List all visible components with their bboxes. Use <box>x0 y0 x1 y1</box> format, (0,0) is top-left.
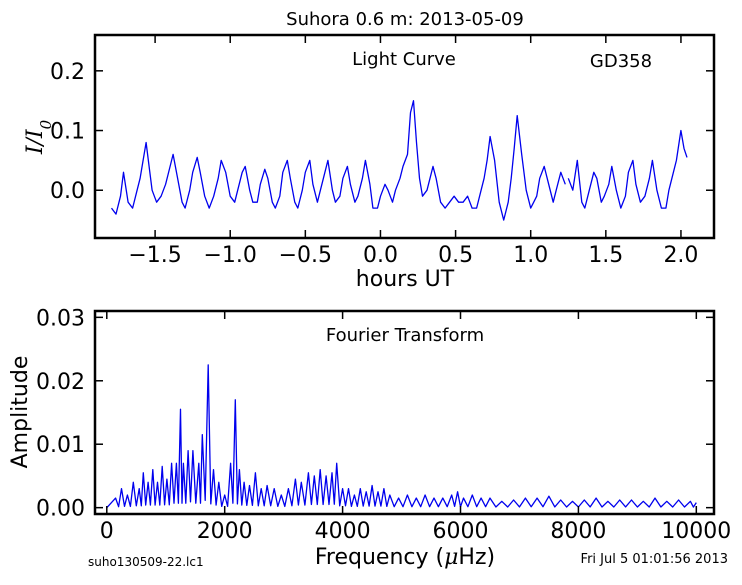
fourier-title: Fourier Transform <box>326 325 484 346</box>
plot-frame <box>93 309 716 516</box>
light-curve-x-axis-label: hours UT <box>356 267 455 292</box>
x-tick-label: 1.5 <box>588 243 623 268</box>
footer-file-name: suho130509-22.lc1 <box>88 555 204 569</box>
x-tick-label: 8000 <box>550 519 606 544</box>
x-tick-label: 2000 <box>197 519 253 544</box>
x-tick-label: 6000 <box>433 519 489 544</box>
x-tick-label: 4000 <box>315 519 371 544</box>
y-tick-label: 0.2 <box>50 60 85 85</box>
series-line <box>110 100 566 221</box>
x-tick-label: 1.0 <box>513 243 548 268</box>
figure-title: Suhora 0.6 m: 2013-05-09 <box>286 9 524 30</box>
x-tick-label: −0.5 <box>279 243 332 268</box>
series-line <box>106 364 697 509</box>
x-tick-label: 0 <box>100 519 114 544</box>
plot-frame <box>93 33 716 240</box>
footer-timestamp: Fri Jul 5 01:01:56 2013 <box>581 552 728 567</box>
y-tick-label: 0.01 <box>36 433 85 458</box>
light-curve-title: Light Curve <box>352 49 456 70</box>
y-tick-label: 0.03 <box>36 306 85 331</box>
light-curve-panel: Light Curve GD358 hours UT I/I0 −1.5 −1.0… <box>23 33 716 292</box>
x-tick-label: 0.5 <box>438 243 473 268</box>
fourier-x-axis-label: Frequency (μHz) <box>315 545 495 570</box>
x-tick-label: 2.0 <box>663 243 698 268</box>
y-tick-label: 0.02 <box>36 370 85 395</box>
star-name-annotation: GD358 <box>590 51 652 72</box>
y-tick-label: 0.00 <box>36 497 85 522</box>
y-tick-label: 0.1 <box>50 120 85 145</box>
series-line <box>567 129 688 209</box>
x-tick-label: 10000 <box>661 519 731 544</box>
x-tick-label: −1.5 <box>128 243 181 268</box>
y-tick-label: 0.0 <box>50 179 85 204</box>
fourier-y-axis-label: Amplitude <box>8 356 33 469</box>
x-tick-label: −1.0 <box>204 243 257 268</box>
fourier-panel: Fourier Transform Frequency (μHz) Amplit… <box>8 306 731 570</box>
x-tick-label: 0.0 <box>363 243 398 268</box>
